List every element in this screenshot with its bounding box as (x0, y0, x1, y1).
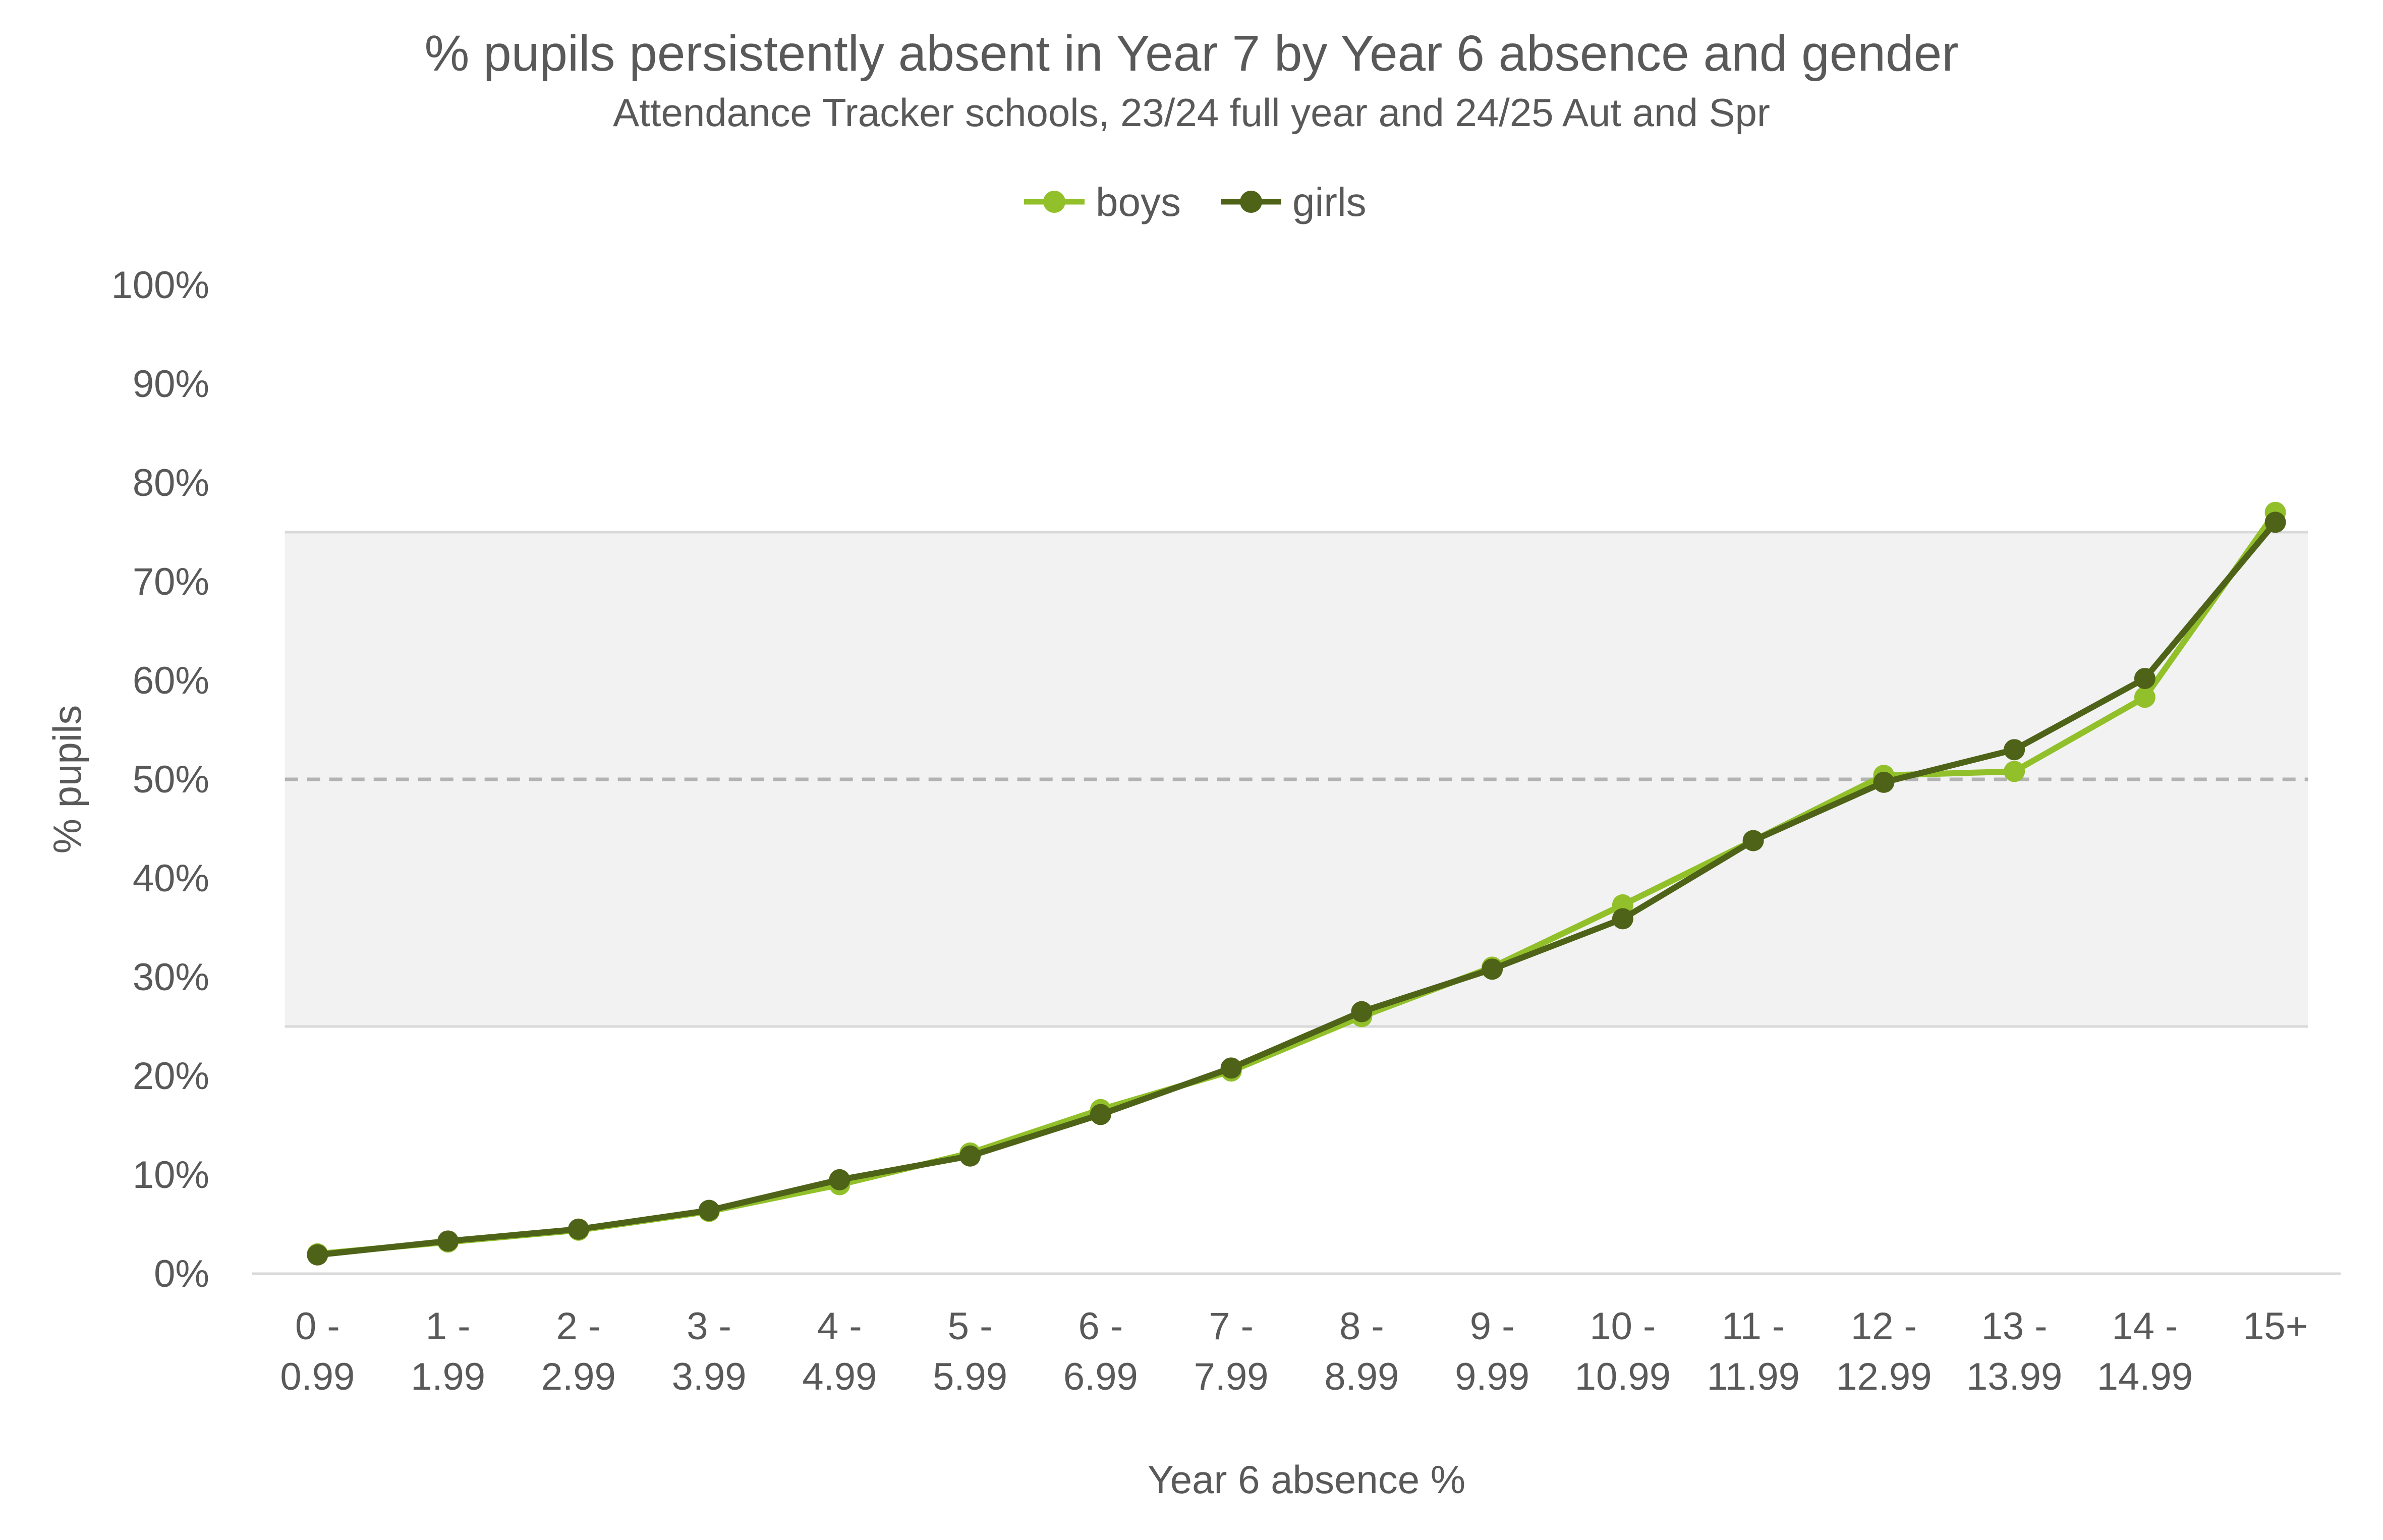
x-axis-title: Year 6 absence % (1148, 1457, 1465, 1502)
legend-marker-girls (1240, 191, 1262, 213)
y-tick-label: 60% (133, 659, 209, 702)
y-tick-label: 10% (133, 1154, 209, 1196)
x-tick-label: 12 -12.99 (1836, 1305, 1932, 1398)
data-point-girls (1090, 1104, 1111, 1125)
data-point-girls (829, 1169, 850, 1190)
legend-label-girls: girls (1292, 180, 1367, 224)
y-tick-label: 50% (133, 758, 209, 801)
legend-item-boys: boys (1024, 180, 1181, 224)
x-tick-label: 6 -6.99 (1063, 1305, 1138, 1398)
data-point-girls (307, 1244, 328, 1266)
legend: boys girls (1024, 180, 1367, 224)
x-tick-label: 10 -10.99 (1575, 1305, 1671, 1398)
x-tick-label: 13 -13.99 (1966, 1305, 2062, 1398)
series-girls (307, 511, 2286, 1266)
x-axis-ticks: 0 -0.99 1 -1.99 2 -2.99 3 -3.99 4 -4.99 5 -5.… (280, 1305, 2308, 1398)
plot-area (252, 501, 2341, 1275)
data-point-girls (1220, 1057, 1242, 1079)
x-tick-label: 3 -3.99 (672, 1305, 747, 1398)
x-tick-label: 4 -4.99 (802, 1305, 877, 1398)
y-tick-label: 90% (133, 363, 209, 406)
legend-label-boys: boys (1096, 180, 1181, 224)
y-tick-label: 0% (154, 1252, 209, 1295)
y-tick-label: 80% (133, 462, 209, 504)
x-tick-label: 7 -7.99 (1194, 1305, 1269, 1398)
chart-subtitle: Attendance Tracker schools, 23/24 full y… (613, 90, 1770, 135)
x-tick-label: 9 -9.99 (1455, 1305, 1529, 1398)
y-tick-label: 20% (133, 1055, 209, 1098)
data-point-girls (2134, 668, 2155, 690)
y-tick-label: 30% (133, 956, 209, 999)
data-point-girls (1351, 1001, 1373, 1022)
data-point-girls (2264, 511, 2286, 533)
y-axis-title: % pupils (45, 705, 89, 854)
data-point-girls (568, 1218, 589, 1240)
data-point-girls (1482, 958, 1503, 980)
data-point-girls (2004, 739, 2025, 761)
x-tick-label: 0 -0.99 (280, 1305, 355, 1398)
y-axis-ticks: 0% 10% 20% 30% 40% 50% 60% 70% 80% 90% 100% (111, 264, 209, 1295)
x-tick-label: 8 -8.99 (1324, 1305, 1399, 1398)
y-tick-label: 100% (111, 264, 209, 307)
x-tick-label: 5 -5.99 (933, 1305, 1007, 1398)
data-point-girls (1612, 908, 1633, 930)
x-tick-label: 15+ (2243, 1305, 2308, 1348)
y-tick-label: 40% (133, 857, 209, 900)
data-point-boys (2134, 687, 2155, 708)
x-tick-label: 2 -2.99 (541, 1305, 616, 1398)
data-point-girls (698, 1200, 720, 1221)
data-point-boys (2004, 761, 2025, 782)
x-tick-label: 1 -1.99 (411, 1305, 485, 1398)
y-tick-label: 70% (133, 560, 209, 603)
data-point-girls (437, 1230, 459, 1252)
chart-title: % pupils persistently absent in Year 7 b… (424, 25, 1958, 82)
x-tick-label: 14 -14.99 (2097, 1305, 2193, 1398)
x-tick-label: 11 -11.99 (1707, 1305, 1800, 1398)
series-line-girls (317, 520, 2278, 1258)
data-point-girls (959, 1145, 981, 1167)
legend-item-girls: girls (1221, 180, 1367, 224)
data-point-girls (1742, 830, 1764, 851)
data-point-girls (1873, 771, 1895, 793)
legend-marker-boys (1043, 191, 1065, 213)
